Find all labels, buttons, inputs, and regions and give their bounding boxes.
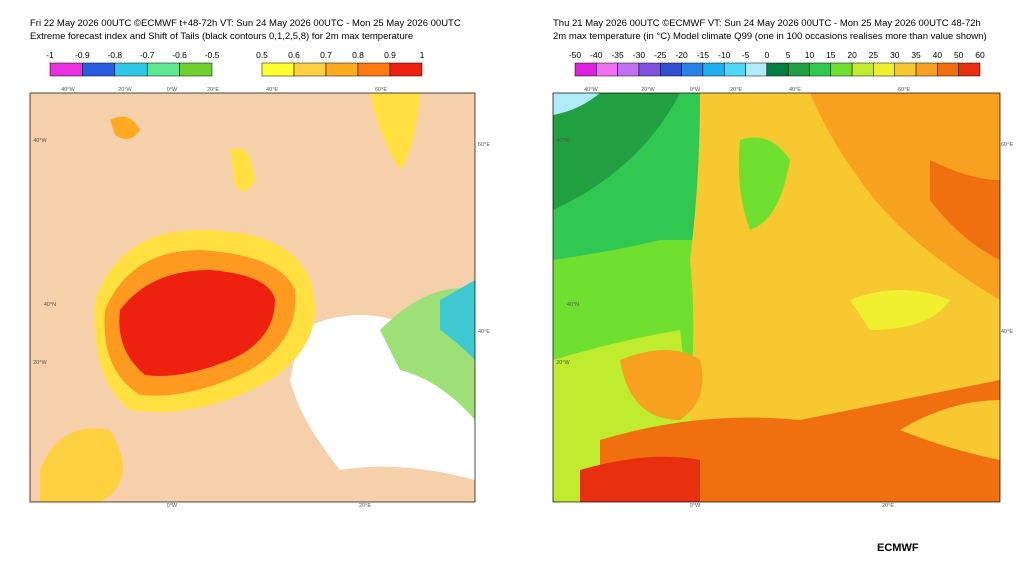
colorbar-label: 15 bbox=[826, 50, 836, 60]
colorbar-box bbox=[915, 62, 938, 77]
graticule-label: 60°E bbox=[375, 87, 387, 93]
colorbar-box bbox=[596, 62, 618, 77]
colorbar-box bbox=[809, 62, 832, 77]
colorbar-label: -0.6 bbox=[172, 50, 187, 60]
colorbar-label: 10 bbox=[805, 50, 815, 60]
colorbar-box bbox=[179, 62, 213, 77]
colorbar-box bbox=[261, 62, 295, 77]
colorbar-box bbox=[325, 62, 359, 77]
colorbar-box bbox=[873, 62, 895, 77]
colorbar-label: -0.9 bbox=[75, 50, 90, 60]
graticule-label: 60°E bbox=[478, 142, 490, 148]
graticule-label: 40°W bbox=[33, 138, 47, 144]
map-frame bbox=[552, 92, 1001, 503]
colorbar-box bbox=[702, 62, 725, 77]
colorbar-label: 5 bbox=[786, 50, 791, 60]
title-line: Extreme forecast index and Shift of Tail… bbox=[30, 31, 413, 42]
graticule-label: 0°W bbox=[690, 87, 701, 93]
colorbar-label: -35 bbox=[611, 50, 624, 60]
graticule-label: 40°E bbox=[1001, 329, 1013, 335]
graticule-label: 40°E bbox=[478, 329, 490, 335]
temperature-map bbox=[553, 93, 1000, 502]
colorbar-label: -15 bbox=[697, 50, 710, 60]
colorbar-label: 0.7 bbox=[320, 50, 332, 60]
graticule-label: 20°E bbox=[730, 87, 742, 93]
graticule-label: 60°E bbox=[898, 87, 910, 93]
colorbar-box bbox=[357, 62, 391, 77]
graticule-label: 20°W bbox=[33, 360, 47, 366]
colorbar-box bbox=[894, 62, 917, 77]
colorbar-label: 0 bbox=[764, 50, 769, 60]
graticule-label: 0°W bbox=[167, 87, 178, 93]
colorbar-label: 1 bbox=[420, 50, 425, 60]
colorbar-label: 0.6 bbox=[288, 50, 300, 60]
colorbar-label: 0.9 bbox=[384, 50, 396, 60]
colorbar-label: 40 bbox=[933, 50, 943, 60]
colorbar-label: -40 bbox=[590, 50, 603, 60]
graticule-label: 40°N bbox=[44, 302, 56, 308]
colorbar-box bbox=[937, 62, 959, 77]
colorbar-label: -30 bbox=[633, 50, 646, 60]
colorbar-label: 50 bbox=[954, 50, 964, 60]
graticule-label: 40°N bbox=[567, 302, 579, 308]
efi-map bbox=[30, 93, 475, 502]
graticule-label: 20°E bbox=[207, 87, 219, 93]
colorbar-label: 0.8 bbox=[352, 50, 364, 60]
colorbar-label: -50 bbox=[569, 50, 582, 60]
graticule-label: 40°W bbox=[556, 138, 570, 144]
colorbar-box bbox=[660, 62, 682, 77]
colorbar-box bbox=[830, 62, 853, 77]
colorbar-label: -5 bbox=[742, 50, 750, 60]
graticule-label: 40°E bbox=[789, 87, 801, 93]
title-line: Fri 22 May 2026 00UTC ©ECMWF t+48-72h VT… bbox=[30, 18, 461, 29]
colorbar-label: 20 bbox=[847, 50, 857, 60]
graticule-label: 20°E bbox=[882, 503, 894, 509]
graticule-label: 40°W bbox=[584, 87, 598, 93]
colorbar-box bbox=[146, 62, 180, 77]
colorbar-box bbox=[745, 62, 768, 77]
colorbar-box bbox=[293, 62, 327, 77]
colorbar-box bbox=[617, 62, 640, 77]
colorbar-label: -20 bbox=[675, 50, 688, 60]
colorbar-label: 60 bbox=[975, 50, 985, 60]
graticule-label: 0°W bbox=[690, 503, 701, 509]
colorbar-label: 35 bbox=[911, 50, 921, 60]
colorbar-box bbox=[574, 62, 597, 77]
graticule-label: 40°W bbox=[61, 87, 75, 93]
graticule-label: 20°E bbox=[359, 503, 371, 509]
colorbar-box bbox=[49, 62, 83, 77]
graticule-label: 20°W bbox=[556, 360, 570, 366]
colorbar-box bbox=[82, 62, 116, 77]
graticule-label: 60°E bbox=[1001, 142, 1013, 148]
colorbar-label: -0.7 bbox=[140, 50, 155, 60]
title-line: 2m max temperature (in °C) Model climate… bbox=[553, 31, 987, 42]
colorbar-label: 30 bbox=[890, 50, 900, 60]
colorbar-box bbox=[787, 62, 810, 77]
colorbar-box bbox=[723, 62, 746, 77]
colorbar-label: -0.8 bbox=[107, 50, 122, 60]
title-line: Thu 21 May 2026 00UTC ©ECMWF VT: Sun 24 … bbox=[553, 18, 981, 29]
graticule-label: 20°W bbox=[641, 87, 655, 93]
colorbar-box bbox=[766, 62, 789, 77]
colorbar-label: -0.5 bbox=[205, 50, 220, 60]
colorbar-box bbox=[638, 62, 661, 77]
colorbar-label: -10 bbox=[718, 50, 731, 60]
colorbar-label: 25 bbox=[869, 50, 879, 60]
colorbar-box bbox=[958, 62, 981, 77]
graticule-label: 20°W bbox=[118, 87, 132, 93]
colorbar-box bbox=[851, 62, 874, 77]
colorbar-label: -25 bbox=[654, 50, 667, 60]
map-frame bbox=[29, 92, 476, 503]
colorbar-box bbox=[389, 62, 423, 77]
graticule-label: 40°E bbox=[266, 87, 278, 93]
graticule-label: 0°W bbox=[167, 503, 178, 509]
colorbar-label: 0.5 bbox=[256, 50, 268, 60]
colorbar-label: -1 bbox=[46, 50, 54, 60]
colorbar-box bbox=[681, 62, 704, 77]
colorbar-box bbox=[114, 62, 148, 77]
footer: ECMWF bbox=[877, 542, 919, 554]
